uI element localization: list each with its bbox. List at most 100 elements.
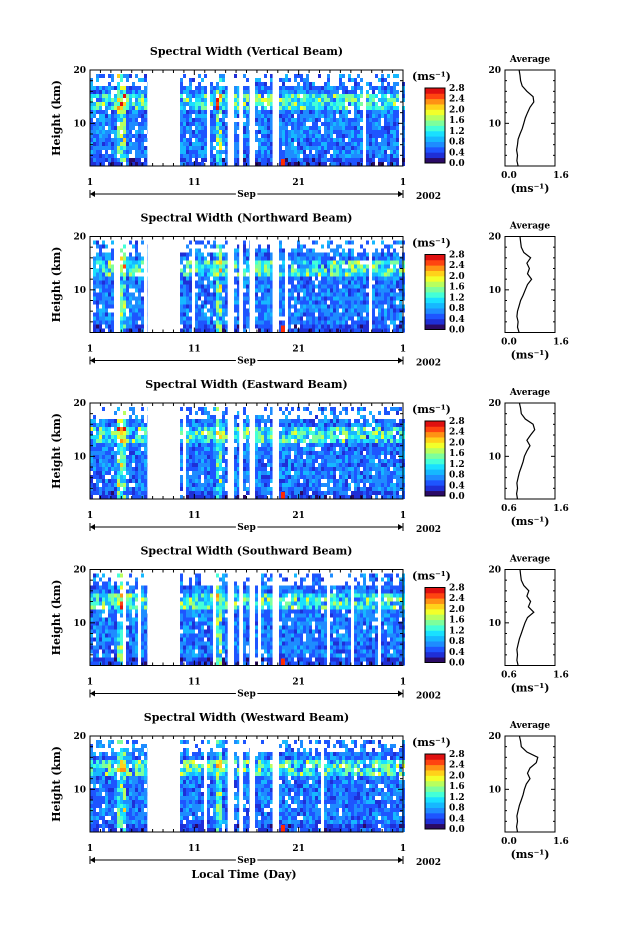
heatmap-cell bbox=[291, 94, 294, 98]
heatmap-cell bbox=[129, 316, 132, 321]
heatmap-cell bbox=[255, 94, 258, 98]
heatmap-cell bbox=[264, 427, 267, 431]
heatmap-cell bbox=[102, 134, 105, 138]
heatmap-cell bbox=[312, 82, 315, 86]
heatmap-cell bbox=[189, 154, 192, 158]
heatmap-cell bbox=[282, 411, 285, 415]
heatmap-cell bbox=[186, 483, 189, 487]
heatmap-cell bbox=[258, 475, 261, 479]
heatmap-cell bbox=[312, 268, 315, 273]
heatmap-cell bbox=[309, 316, 312, 321]
colorbar-tick-label: 0.4 bbox=[449, 148, 465, 158]
heatmap-cell bbox=[282, 82, 285, 86]
heatmap-cell bbox=[201, 419, 204, 423]
heatmap-cell bbox=[96, 312, 99, 317]
panel-0: Spectral Width (Vertical Beam)1020Height… bbox=[50, 45, 569, 202]
heatmap-cell bbox=[138, 312, 141, 317]
heatmap-cell bbox=[264, 419, 267, 423]
heatmap-cell bbox=[303, 284, 306, 289]
heatmap-cell bbox=[399, 268, 402, 273]
heatmap-cell bbox=[342, 471, 345, 475]
heatmap-cell bbox=[123, 423, 126, 427]
heatmap-cell bbox=[330, 308, 333, 313]
heatmap-cell bbox=[261, 435, 264, 439]
heatmap-cell bbox=[393, 320, 396, 325]
heatmap-cell bbox=[393, 82, 396, 86]
heatmap-cell bbox=[90, 467, 93, 471]
heatmap-cell bbox=[315, 415, 318, 419]
heatmap-cell bbox=[237, 451, 240, 455]
heatmap-cell bbox=[90, 98, 93, 102]
heatmap-cell bbox=[138, 423, 141, 427]
heatmap-cell bbox=[96, 130, 99, 134]
heatmap-cell bbox=[258, 288, 261, 293]
heatmap-cell bbox=[288, 122, 291, 126]
heatmap-cell bbox=[324, 459, 327, 463]
heatmap-cell bbox=[312, 252, 315, 257]
heatmap-cell bbox=[312, 487, 315, 491]
heatmap-cell bbox=[306, 154, 309, 158]
heatmap-cell bbox=[201, 300, 204, 305]
heatmap-cell bbox=[219, 475, 222, 479]
heatmap-cell bbox=[387, 292, 390, 297]
heatmap-cell bbox=[384, 300, 387, 305]
heatmap-cell bbox=[390, 118, 393, 122]
heatmap-cell bbox=[189, 264, 192, 269]
heatmap-cell bbox=[243, 102, 246, 106]
heatmap-cell bbox=[246, 268, 249, 273]
heatmap-cell bbox=[243, 150, 246, 154]
heatmap-cell bbox=[318, 134, 321, 138]
heatmap-cell bbox=[267, 419, 270, 423]
heatmap-cell bbox=[297, 150, 300, 154]
heatmap-cell bbox=[327, 324, 330, 329]
heatmap-cell bbox=[372, 118, 375, 122]
heatmap-cell bbox=[309, 423, 312, 427]
heatmap-cell bbox=[387, 134, 390, 138]
heatmap-cell bbox=[120, 304, 123, 309]
heatmap-cell bbox=[339, 455, 342, 459]
heatmap-cell bbox=[372, 308, 375, 313]
heatmap-cell bbox=[207, 471, 210, 475]
heatmap-cell bbox=[135, 487, 138, 491]
heatmap-cell bbox=[132, 419, 135, 423]
heatmap-cell bbox=[180, 479, 183, 483]
heatmap-cell bbox=[306, 158, 309, 162]
heatmap-cell bbox=[195, 86, 198, 90]
heatmap-cell bbox=[303, 264, 306, 269]
heatmap-cell bbox=[114, 126, 117, 130]
heatmap-cell bbox=[279, 483, 282, 487]
heatmap-cell bbox=[186, 94, 189, 98]
heatmap-cell bbox=[219, 90, 222, 94]
heatmap-cell bbox=[126, 467, 129, 471]
heatmap-cell bbox=[111, 118, 114, 122]
heatmap-cell bbox=[357, 280, 360, 285]
heatmap-cell bbox=[111, 439, 114, 443]
heatmap-cell bbox=[192, 78, 195, 82]
heatmap-cell bbox=[348, 110, 351, 114]
heatmap-cell bbox=[381, 130, 384, 134]
heatmap-cell bbox=[102, 296, 105, 301]
heatmap-cell bbox=[219, 320, 222, 325]
heatmap-cell bbox=[135, 296, 138, 301]
heatmap-cell bbox=[342, 443, 345, 447]
heatmap-cell bbox=[342, 447, 345, 451]
heatmap-cell bbox=[207, 483, 210, 487]
heatmap-cell bbox=[105, 130, 108, 134]
heatmap-cell bbox=[132, 439, 135, 443]
heatmap-cell bbox=[204, 284, 207, 289]
heatmap-cell bbox=[285, 138, 288, 142]
heatmap-cell bbox=[354, 82, 357, 86]
heatmap-cell bbox=[225, 114, 228, 118]
heatmap-cell bbox=[246, 142, 249, 146]
heatmap-cell bbox=[207, 459, 210, 463]
heatmap-cell bbox=[93, 487, 96, 491]
heatmap-cell bbox=[267, 272, 270, 277]
heatmap-cell bbox=[225, 304, 228, 309]
heatmap-cell bbox=[204, 491, 207, 495]
heatmap-cell bbox=[333, 276, 336, 281]
heatmap-cell bbox=[111, 459, 114, 463]
heatmap-cell bbox=[315, 483, 318, 487]
heatmap-cell bbox=[267, 471, 270, 475]
heatmap-cell bbox=[117, 134, 120, 138]
heatmap-cell bbox=[93, 106, 96, 110]
